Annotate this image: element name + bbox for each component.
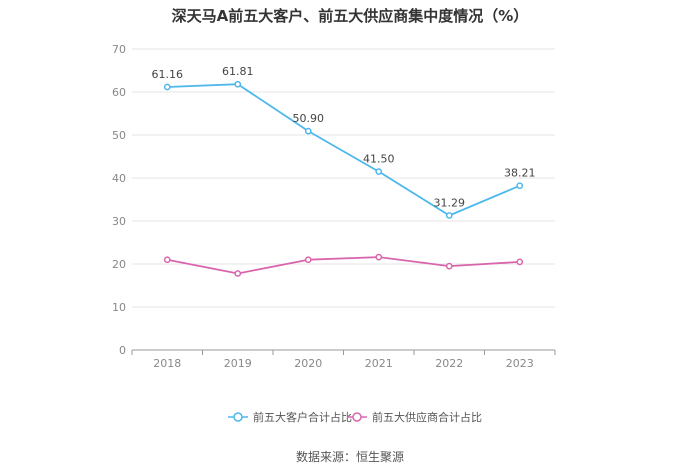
y-tick-label: 70 bbox=[112, 43, 126, 56]
data-point[interactable] bbox=[516, 182, 524, 190]
y-tick-label: 40 bbox=[112, 172, 126, 185]
data-point[interactable] bbox=[445, 212, 453, 219]
x-tick-label: 2018 bbox=[153, 357, 181, 370]
data-point[interactable] bbox=[304, 256, 312, 264]
x-tick-label: 2020 bbox=[294, 357, 322, 370]
source-note: 数据来源：恒生聚源 bbox=[296, 449, 404, 464]
series-layer bbox=[163, 80, 524, 277]
data-value-label: 50.90 bbox=[293, 112, 325, 125]
axes: 0 10 20 30 40 50 60 70 2018 2019 2020 2021 2022 2023 bbox=[112, 43, 556, 370]
legend-label-suppliers: 前五大供应商合计占比 bbox=[372, 410, 482, 424]
grid-lines bbox=[132, 48, 555, 308]
data-point[interactable] bbox=[234, 80, 242, 88]
y-tick-label: 30 bbox=[112, 215, 126, 228]
data-point[interactable] bbox=[163, 83, 171, 91]
data-point[interactable] bbox=[304, 127, 312, 135]
legend-item-suppliers[interactable]: 前五大供应商合计占比 bbox=[347, 410, 482, 424]
data-value-label: 38.21 bbox=[504, 167, 536, 180]
y-tick-label: 60 bbox=[112, 86, 126, 99]
data-point[interactable] bbox=[163, 256, 171, 264]
series-line-0 bbox=[167, 83, 521, 217]
data-value-label: 61.16 bbox=[152, 68, 184, 81]
series-line-1 bbox=[167, 256, 520, 275]
legend-item-customers[interactable]: 前五大客户合计占比 bbox=[228, 410, 352, 424]
legend-label-customers: 前五大客户合计占比 bbox=[253, 410, 352, 424]
data-value-label: 31.29 bbox=[434, 196, 466, 209]
data-value-label: 41.50 bbox=[363, 153, 395, 166]
legend-marker-icon bbox=[233, 412, 243, 422]
legend-marker-icon bbox=[352, 412, 362, 422]
data-point[interactable] bbox=[516, 258, 524, 266]
data-value-label: 61.81 bbox=[222, 65, 254, 78]
data-labels: 61.16 61.81 50.90 41.50 31.29 38.21 bbox=[152, 65, 536, 209]
x-tick-label: 2019 bbox=[224, 357, 252, 370]
y-tick-label: 0 bbox=[119, 344, 126, 357]
y-tick-label: 50 bbox=[112, 129, 126, 142]
x-tick-label: 2021 bbox=[365, 357, 393, 370]
y-tick-label: 10 bbox=[112, 301, 126, 314]
data-point[interactable] bbox=[375, 253, 383, 261]
y-tick-label: 20 bbox=[112, 258, 126, 271]
data-point[interactable] bbox=[234, 270, 242, 277]
legend: 前五大客户合计占比 前五大供应商合计占比 bbox=[228, 410, 482, 424]
chart-title: 深天马A前五大客户、前五大供应商集中度情况（%） bbox=[172, 7, 529, 25]
data-point[interactable] bbox=[445, 262, 453, 270]
x-tick-label: 2022 bbox=[435, 357, 463, 370]
data-point[interactable] bbox=[375, 168, 383, 175]
x-tick-label: 2023 bbox=[506, 357, 534, 370]
